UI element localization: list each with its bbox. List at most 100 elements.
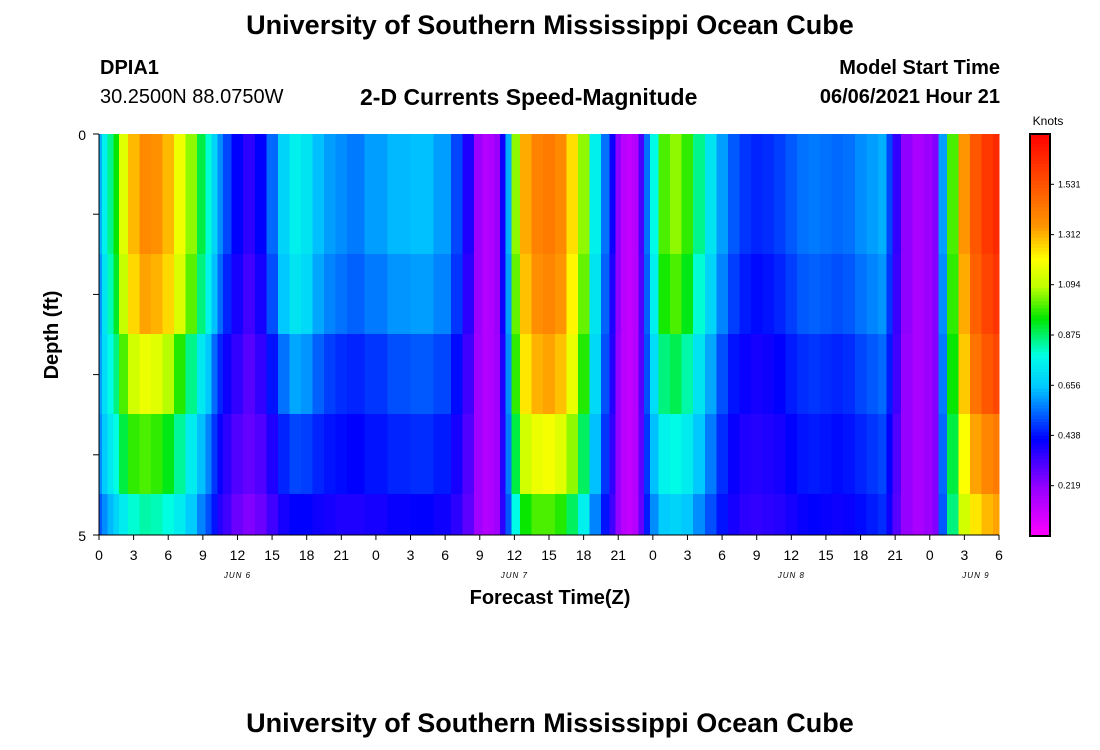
heat-cell [958, 334, 971, 414]
heat-cell [505, 254, 513, 334]
heat-cell [217, 414, 224, 494]
heat-cell [505, 414, 513, 494]
heat-cell [843, 334, 856, 414]
y-tick-label: 0 [78, 127, 86, 143]
heat-cell [499, 414, 507, 494]
heat-cell [820, 174, 833, 254]
heat-cell [716, 254, 729, 334]
heat-cell [750, 414, 764, 494]
colorbar-cell [1030, 274, 1050, 279]
heat-cell [739, 414, 752, 494]
model-start-label: Model Start Time [839, 57, 1000, 79]
heat-cell [185, 254, 198, 334]
heat-cell [981, 334, 994, 414]
heat-cell [174, 134, 187, 174]
colorbar-cell [1030, 251, 1050, 256]
heat-cell [197, 494, 207, 535]
heat-cell [266, 174, 279, 254]
colorbar-cell [1030, 479, 1050, 483]
heat-cell [797, 254, 810, 334]
colorbar-cell [1030, 180, 1050, 185]
heat-cell [750, 174, 764, 254]
heat-cell [785, 334, 798, 414]
heat-cell [693, 414, 706, 494]
heat-cell [774, 254, 787, 334]
heat-cell [947, 414, 960, 494]
heat-cell [797, 174, 810, 254]
colorbar-cell [1030, 371, 1050, 376]
heat-cell [300, 334, 314, 414]
heat-cell [589, 174, 602, 254]
heat-cell [704, 334, 717, 414]
heat-cell [958, 134, 971, 174]
heat-cell [609, 414, 616, 494]
heat-cell [364, 174, 389, 254]
heat-cell [554, 414, 567, 494]
heat-cell [554, 134, 567, 174]
heat-cell [600, 334, 611, 414]
x-tick-label: 6 [995, 547, 1003, 563]
heat-cell [644, 174, 651, 254]
colorbar-cell [1030, 244, 1050, 249]
colorbar-cell [1030, 435, 1050, 440]
heat-cell [681, 174, 694, 254]
heat-cell [231, 134, 244, 174]
heat-cell [433, 134, 452, 174]
colorbar-cell [1030, 157, 1050, 162]
heat-cell [410, 174, 435, 254]
heat-cell [433, 414, 452, 494]
heat-cell [958, 174, 971, 254]
station-id: DPIA1 [100, 57, 159, 79]
heat-cell [649, 134, 660, 174]
heat-cell [632, 334, 640, 414]
colorbar-cell [1030, 415, 1050, 420]
colorbar-cell [1030, 288, 1050, 293]
heat-cell [947, 174, 960, 254]
colorbar-tick-label: 0.438 [1058, 430, 1081, 440]
heat-cell [704, 254, 717, 334]
colorbar-cell [1030, 351, 1050, 356]
heat-cell [243, 494, 256, 535]
heat-cell [505, 174, 513, 254]
heat-cell [217, 174, 224, 254]
colorbar-cell [1030, 311, 1050, 316]
colorbar-cell [1030, 509, 1050, 514]
heat-cell [127, 134, 140, 174]
heat-cell [831, 494, 844, 535]
colorbar-cell [1030, 241, 1050, 246]
heat-cell [211, 254, 218, 334]
heat-cell [886, 134, 893, 174]
heat-cell [727, 134, 740, 174]
heat-cell [347, 494, 365, 535]
heat-cell [150, 134, 164, 174]
heat-cell [511, 494, 521, 535]
heat-cell [774, 414, 787, 494]
heat-cell [139, 494, 152, 535]
heat-cell [300, 494, 314, 535]
heat-cell [266, 254, 279, 334]
heat-cell [924, 134, 934, 174]
heat-cell [820, 334, 833, 414]
heat-cell [704, 494, 717, 535]
heat-cell [970, 334, 983, 414]
heat-cell [577, 334, 590, 414]
x-tick-label: 3 [407, 547, 415, 563]
heat-cell [211, 134, 218, 174]
colorbar-cell [1030, 314, 1050, 319]
heat-cell [912, 134, 925, 174]
colorbar-cell [1030, 318, 1050, 323]
heat-cell [621, 254, 628, 334]
colorbar-cell [1030, 204, 1050, 209]
heat-cell [150, 254, 164, 334]
heat-cell [886, 334, 893, 414]
heat-cell [938, 414, 948, 494]
heat-cell [947, 334, 960, 414]
heat-cell [101, 414, 109, 494]
x-tick-label: 21 [334, 547, 350, 563]
heat-cell [312, 174, 325, 254]
heat-cell [474, 334, 484, 414]
heat-cell [223, 254, 233, 334]
date-label: JUN 8 [777, 571, 805, 580]
colorbar-cell [1030, 150, 1050, 155]
heat-cell [289, 174, 302, 254]
